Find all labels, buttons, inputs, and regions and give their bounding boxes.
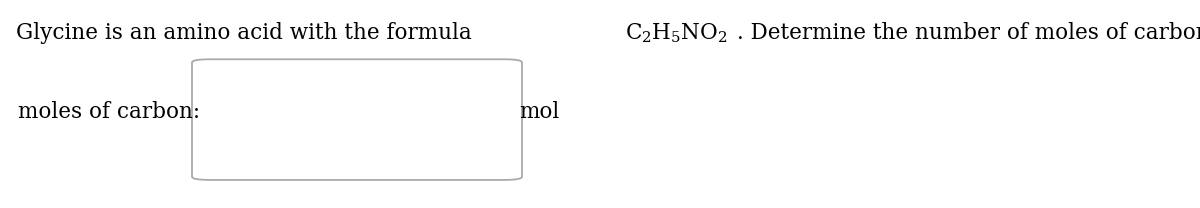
Text: . Determine the number of moles of carbon in 49.24 g of glycine.: . Determine the number of moles of carbo… (737, 22, 1200, 44)
Text: mol: mol (520, 101, 560, 123)
FancyBboxPatch shape (192, 59, 522, 180)
Text: Glycine is an amino acid with the formula: Glycine is an amino acid with the formul… (16, 22, 479, 44)
Text: moles of carbon:: moles of carbon: (18, 101, 200, 123)
Text: $\mathregular{C_2H_5NO_2}$: $\mathregular{C_2H_5NO_2}$ (625, 21, 727, 45)
